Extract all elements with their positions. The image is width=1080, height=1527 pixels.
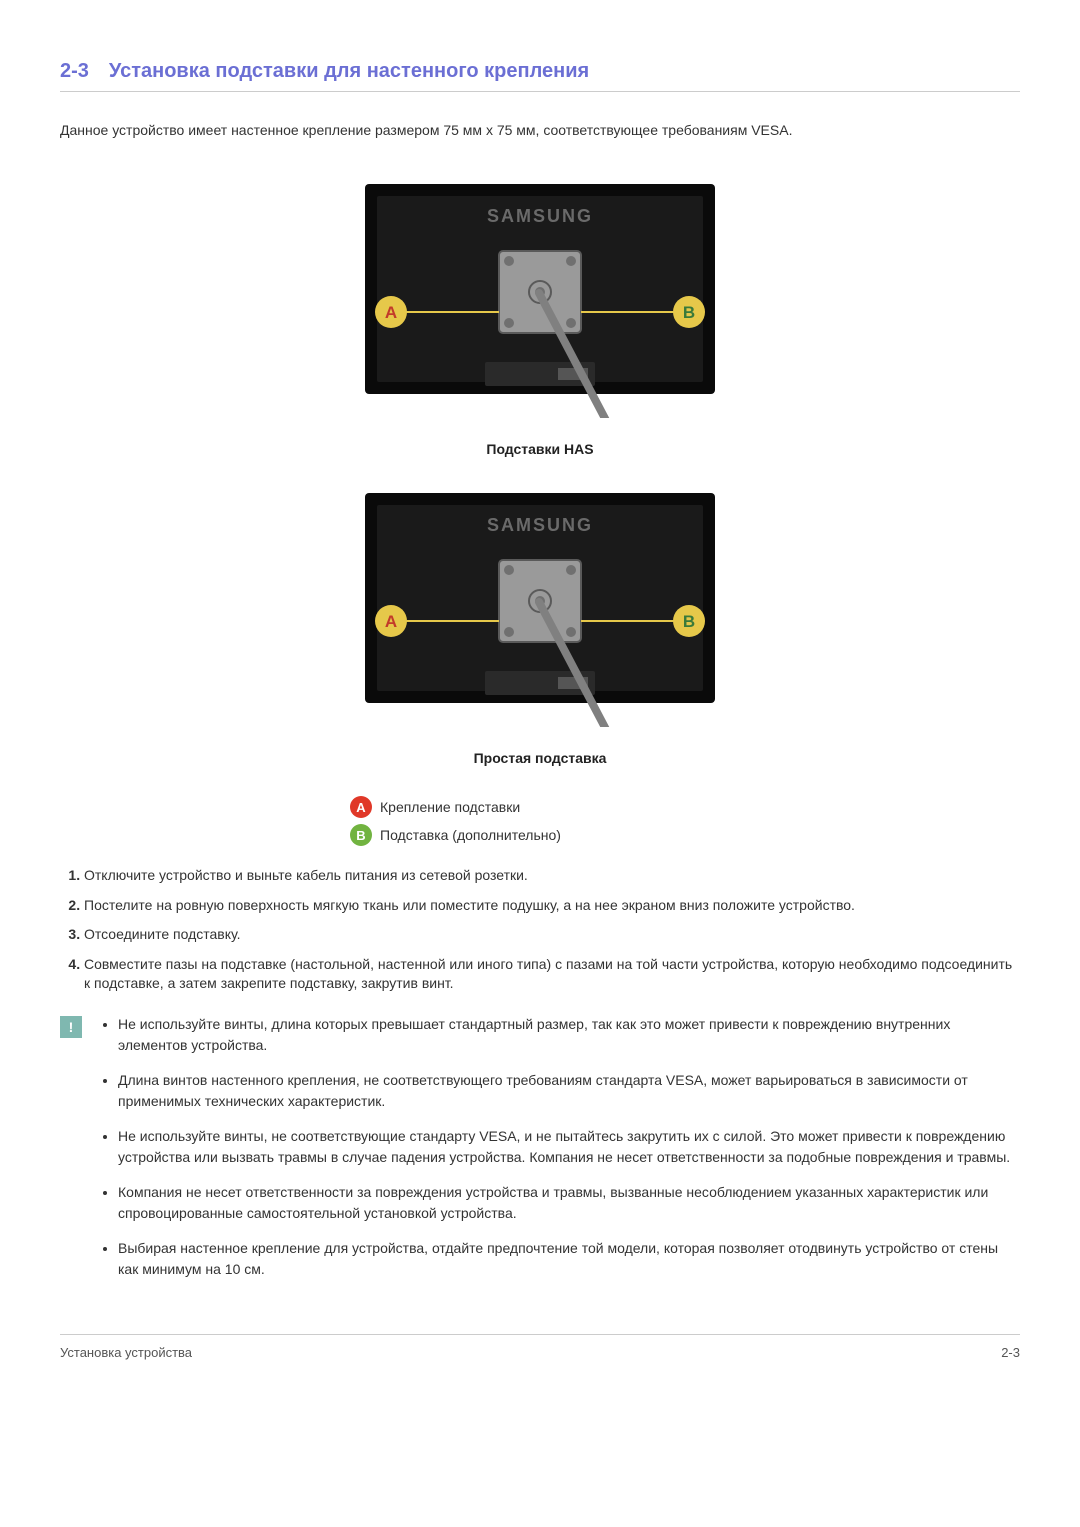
legend-block: A Крепление подставки B Подставка (допол… <box>350 796 730 846</box>
monitor-illustration-2: SAMSUNG A B <box>355 487 725 730</box>
warning-icon: ! <box>60 1016 82 1038</box>
svg-text:B: B <box>683 612 695 631</box>
steps-list: Отключите устройство и выньте кабель пит… <box>60 866 1020 994</box>
legend-badge-b-icon: B <box>350 824 372 846</box>
svg-text:A: A <box>385 612 397 631</box>
svg-text:B: B <box>683 303 695 322</box>
figure-caption-1: Подставки HAS <box>60 441 1020 457</box>
svg-text:SAMSUNG: SAMSUNG <box>487 515 593 535</box>
warning-item: Длина винтов настенного крепления, не со… <box>118 1070 1020 1112</box>
legend-text-a: Крепление подставки <box>380 799 520 815</box>
figure-caption-2: Простая подставка <box>60 750 1020 766</box>
legend-row-a: A Крепление подставки <box>350 796 730 818</box>
step-item: Отключите устройство и выньте кабель пит… <box>84 866 1020 886</box>
figure-has-stand: SAMSUNG A B Подставки HAS <box>60 178 1020 457</box>
footer-right: 2-3 <box>1001 1345 1020 1360</box>
section-heading: 2-3 Установка подставки для настенного к… <box>60 60 1020 92</box>
monitor-illustration-1: SAMSUNG A B <box>355 178 725 421</box>
figure-simple-stand: SAMSUNG A B Простая подставка <box>60 487 1020 766</box>
section-number: 2-3 <box>60 60 89 83</box>
svg-text:SAMSUNG: SAMSUNG <box>487 206 593 226</box>
section-title: Установка подставки для настенного крепл… <box>109 60 589 83</box>
legend-text-b: Подставка (дополнительно) <box>380 827 561 843</box>
legend-badge-a-icon: A <box>350 796 372 818</box>
legend-row-b: B Подставка (дополнительно) <box>350 824 730 846</box>
warning-block: ! Не используйте винты, длина которых пр… <box>60 1014 1020 1294</box>
svg-text:A: A <box>385 303 397 322</box>
footer-left: Установка устройства <box>60 1345 192 1360</box>
step-item: Отсоедините подставку. <box>84 925 1020 945</box>
warning-list: Не используйте винты, длина которых прев… <box>98 1014 1020 1294</box>
step-item: Постелите на ровную поверхность мягкую т… <box>84 896 1020 916</box>
warning-item: Не используйте винты, длина которых прев… <box>118 1014 1020 1056</box>
warning-item: Компания не несет ответственности за пов… <box>118 1182 1020 1224</box>
warning-item: Выбирая настенное крепление для устройст… <box>118 1238 1020 1280</box>
page-footer: Установка устройства 2-3 <box>60 1334 1020 1360</box>
warning-item: Не используйте винты, не соответствующие… <box>118 1126 1020 1168</box>
intro-paragraph: Данное устройство имеет настенное крепле… <box>60 122 1020 138</box>
step-item: Совместите пазы на подставке (настольной… <box>84 955 1020 994</box>
